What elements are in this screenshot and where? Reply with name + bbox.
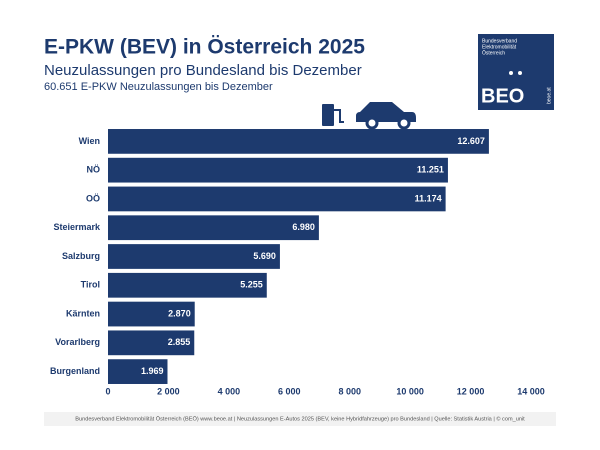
y-tick-label: NÖ (87, 165, 101, 175)
y-tick-label: Steiermark (53, 222, 101, 232)
x-tick-label: 10 000 (396, 386, 424, 396)
value-label: 5.690 (253, 251, 276, 261)
logo-url: beoe.at (546, 87, 552, 104)
logo-line: Elektromobilität (482, 44, 517, 50)
y-tick-label: Kärnten (66, 308, 100, 318)
bar (108, 301, 195, 327)
y-tick-label: Salzburg (62, 251, 100, 261)
bar (108, 129, 489, 154)
x-tick-label: 6 000 (278, 386, 301, 396)
x-tick-label: 4 000 (218, 386, 241, 396)
value-label: 6.980 (292, 222, 315, 232)
logo-line: Bundesverband (482, 38, 517, 44)
value-label: 12.607 (457, 136, 485, 146)
car-icon (322, 102, 416, 130)
y-tick-label: Burgenland (50, 366, 100, 376)
value-label: 1.969 (141, 366, 164, 376)
bar (108, 215, 319, 241)
footer-band (44, 412, 556, 426)
bar (108, 244, 280, 269)
x-tick-label: 2 000 (157, 386, 180, 396)
bar (108, 359, 168, 384)
y-tick-label: OÖ (86, 193, 100, 203)
y-tick-label: Wien (79, 136, 100, 146)
x-tick-label: 14 000 (517, 386, 545, 396)
logo-mark: BEO (481, 85, 524, 107)
y-tick-label: Tirol (81, 280, 100, 290)
value-label: 2.855 (168, 337, 191, 347)
y-tick-label: Vorarlberg (55, 337, 100, 347)
footer: Bundesverband Elektromobilität Österreic… (75, 415, 525, 422)
value-label: 2.870 (168, 308, 191, 318)
logo-dot (509, 71, 513, 75)
value-label: 11.174 (415, 193, 442, 203)
value-label: 5.255 (240, 280, 263, 290)
x-tick-label: 0 (105, 386, 110, 396)
bar (108, 186, 446, 212)
value-label: 11.251 (417, 165, 444, 175)
chart-note: 60.651 E-PKW Neuzulassungen bis Dezember (44, 81, 273, 93)
chart-title: E-PKW (BEV) in Österreich 2025 (44, 36, 365, 59)
logo-box (478, 34, 554, 110)
logo-dot (518, 71, 522, 75)
bar (108, 157, 448, 183)
x-tick-label: 12 000 (457, 386, 485, 396)
chart-subtitle: Neuzulassungen pro Bundesland bis Dezemb… (44, 62, 362, 79)
x-tick-label: 8 000 (338, 386, 361, 396)
bar (108, 330, 195, 356)
logo-line: Österreich (482, 49, 505, 56)
logo: Bundesverband Elektromobilität Österreic… (478, 34, 554, 110)
bar (108, 272, 267, 298)
